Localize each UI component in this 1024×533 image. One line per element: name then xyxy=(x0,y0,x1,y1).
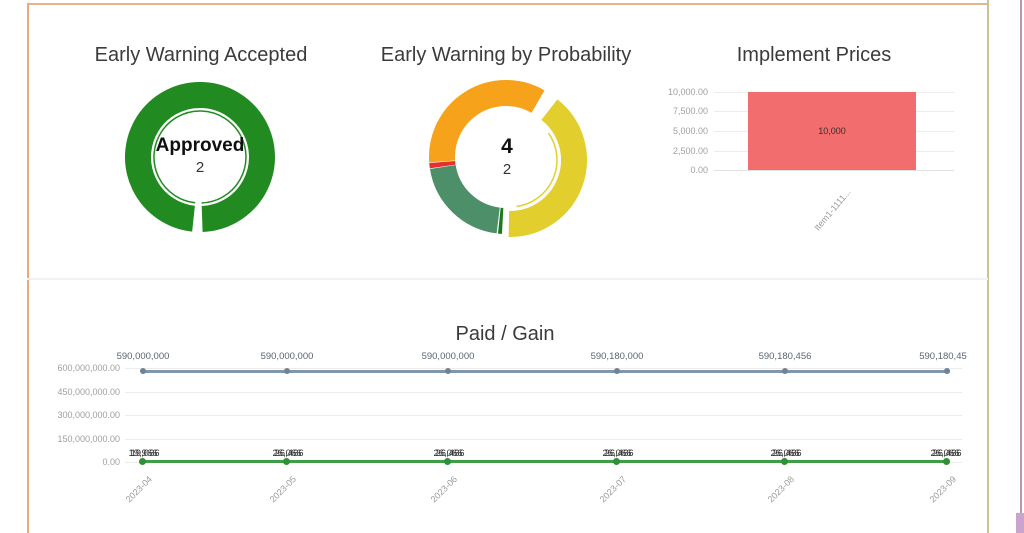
accepted-donut-center: Approved 2 xyxy=(130,135,270,176)
probability-segment-red[interactable] xyxy=(429,160,456,169)
panel-border-left xyxy=(27,3,29,533)
right-scrollbar-track[interactable] xyxy=(1020,0,1022,533)
probability-donut-center: 4 2 xyxy=(437,135,577,178)
probability-segment-orange[interactable] xyxy=(429,80,545,163)
gain-point-label-overlap: 26,466 xyxy=(932,448,962,459)
panel-border-right xyxy=(987,0,989,533)
paid-point-label: 590,000,000 xyxy=(421,351,475,362)
bar-x-tick: Item1-1111... xyxy=(812,187,853,233)
chart-title-early-warning-by-probability: Early Warning by Probability xyxy=(380,44,632,66)
accepted-center-value: 2 xyxy=(195,159,205,176)
paid-point-label: 590,180,456 xyxy=(758,351,812,362)
gain-point[interactable] xyxy=(781,458,788,465)
line-x-tick: 2023-08 xyxy=(765,474,797,505)
probability-segment-sea-green[interactable] xyxy=(429,164,501,234)
gain-point-label: 26,466 26,066 xyxy=(569,448,665,459)
paid-series-line[interactable] xyxy=(143,370,950,373)
bar-y-tick: 7,500.00 xyxy=(672,106,708,116)
paid-point-label: 590,180,000 xyxy=(590,351,644,362)
paid-point-label: 590,000,000 xyxy=(260,351,314,362)
line-y-tick: 450,000,000.00 xyxy=(57,386,120,397)
chart-title-paid-gain: Paid / Gain xyxy=(455,323,555,345)
accepted-inner-ring-outline xyxy=(153,110,247,204)
gain-point-label-overlap: 19,066 xyxy=(130,448,160,459)
paid-point-label: 590,000,000 xyxy=(116,351,170,362)
gain-point-label-overlap: 26,466 xyxy=(274,448,304,459)
accepted-donut-chart[interactable] xyxy=(120,77,280,237)
line-x-tick: 2023-05 xyxy=(267,474,299,505)
panel-border-top xyxy=(27,3,988,5)
bar-y-tick: 0.00 xyxy=(690,165,708,175)
gain-point[interactable] xyxy=(613,458,620,465)
section-divider xyxy=(27,278,988,280)
probability-segment-yellow-exploded[interactable] xyxy=(508,99,587,237)
gain-point-label-overlap: 26,466 xyxy=(435,448,465,459)
paid-point[interactable] xyxy=(944,368,950,374)
line-x-tick: 2023-09 xyxy=(927,474,959,505)
paid-point[interactable] xyxy=(140,368,146,374)
paid-point[interactable] xyxy=(445,368,451,374)
paid-point[interactable] xyxy=(782,368,788,374)
bar-y-tick: 2,500.00 xyxy=(672,146,708,156)
probability-center-value: 4 xyxy=(501,135,513,158)
line-y-tick: 150,000,000.00 xyxy=(57,433,120,444)
line-y-tick: 300,000,000.00 xyxy=(57,410,120,420)
line-x-tick: 2023-04 xyxy=(123,474,155,505)
gain-point[interactable] xyxy=(444,458,451,465)
chart-title-implement-prices: Implement Prices xyxy=(736,44,892,66)
paid-point[interactable] xyxy=(614,368,620,374)
chart-title-early-warning-accepted: Early Warning Accepted xyxy=(94,44,308,66)
gridline xyxy=(125,438,962,440)
accepted-ring-segment[interactable] xyxy=(125,82,275,232)
probability-yellow-inner-arc xyxy=(516,132,558,208)
line-y-tick: 600,000,000.00 xyxy=(57,363,120,373)
gain-point-label-overlap: 26,466 xyxy=(772,448,802,459)
gain-series-line[interactable] xyxy=(143,460,950,463)
line-x-tick: 2023-07 xyxy=(597,474,629,505)
gridline xyxy=(125,391,962,393)
gridline xyxy=(125,415,962,416)
gridline xyxy=(125,368,962,369)
gain-point-label: 19,066 19,966 xyxy=(95,448,191,459)
gain-point-label-overlap: 26,466 xyxy=(604,448,634,459)
line-y-tick: 0.00 xyxy=(102,457,120,467)
implement-prices-bar[interactable] xyxy=(748,92,916,170)
probability-center-sub-value: 2 xyxy=(502,161,512,178)
gain-point-label: 26,466 26,066 xyxy=(400,448,496,459)
probability-donut-chart[interactable] xyxy=(421,72,591,242)
paid-point-label: 590,180,45 xyxy=(919,351,967,362)
right-scrollbar-thumb[interactable] xyxy=(1016,513,1024,533)
gain-point-label: 26,466 26,066 xyxy=(239,448,335,459)
x-axis-line xyxy=(714,170,954,171)
gain-point-label: 26,466 26,066 xyxy=(897,448,993,459)
gain-point[interactable] xyxy=(139,458,146,465)
bar-y-tick: 5,000.00 xyxy=(672,126,708,136)
paid-point[interactable] xyxy=(284,368,290,374)
bar-value-label: 10,000 xyxy=(818,126,846,136)
gain-point-label: 26,466 26,066 xyxy=(737,448,833,459)
bar-y-tick: 10,000.00 xyxy=(667,87,708,97)
gain-point[interactable] xyxy=(283,458,290,465)
gain-point[interactable] xyxy=(943,458,950,465)
accepted-center-label: Approved xyxy=(155,135,245,156)
line-x-tick: 2023-06 xyxy=(428,474,460,505)
